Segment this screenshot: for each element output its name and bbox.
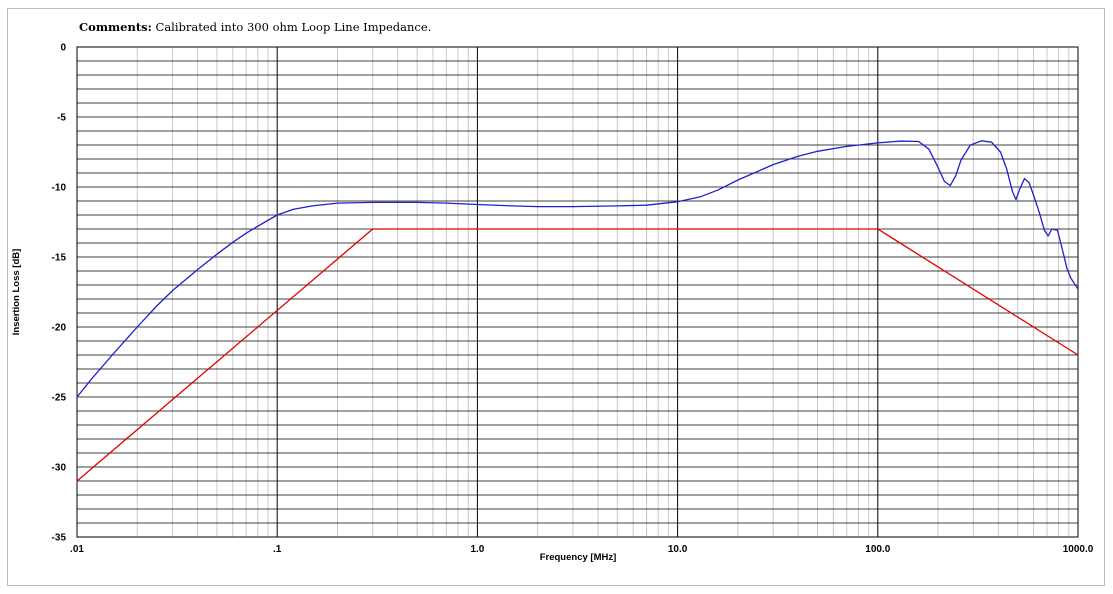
y-tick-label: -20 bbox=[52, 323, 67, 334]
y-tick-labels: 0 -5 -10 -15 -20 -25 -30 -35 bbox=[52, 43, 67, 544]
chart-frame bbox=[7, 8, 1105, 586]
y-tick-label: -30 bbox=[52, 463, 67, 474]
x-tick-label: 10.0 bbox=[668, 544, 688, 555]
minor-grid bbox=[136, 47, 1070, 537]
comment-label: Comments: bbox=[79, 20, 152, 34]
series-line-1 bbox=[76, 140, 1079, 398]
y-tick-label: -5 bbox=[57, 113, 66, 124]
x-axis-title: Frequency [MHz] bbox=[540, 552, 617, 563]
x-tick-label: 1.0 bbox=[470, 544, 484, 555]
series-layer bbox=[76, 140, 1079, 482]
y-tick-label: -35 bbox=[52, 533, 67, 544]
x-tick-label: .01 bbox=[70, 544, 84, 555]
y-axis-title: Insertion Loss [dB] bbox=[11, 249, 22, 336]
y-tick-label: -15 bbox=[52, 253, 67, 264]
major-grid bbox=[76, 46, 1079, 538]
y-tick-label: 0 bbox=[60, 43, 66, 54]
y-tick-label: -25 bbox=[52, 393, 67, 404]
x-tick-label: 100.0 bbox=[865, 544, 890, 555]
x-tick-label: 1000.0 bbox=[1063, 544, 1094, 555]
comment-line: Comments: Calibrated into 300 ohm Loop L… bbox=[79, 20, 431, 34]
y-tick-label: -10 bbox=[52, 183, 67, 194]
plot-border bbox=[76, 46, 1079, 538]
x-tick-label: .1 bbox=[273, 544, 282, 555]
series-line-2 bbox=[76, 228, 1079, 482]
comment-text: Calibrated into 300 ohm Loop Line Impeda… bbox=[155, 20, 432, 34]
x-tick-labels: .01 .1 1.0 10.0 100.0 1000.0 bbox=[70, 544, 1094, 555]
